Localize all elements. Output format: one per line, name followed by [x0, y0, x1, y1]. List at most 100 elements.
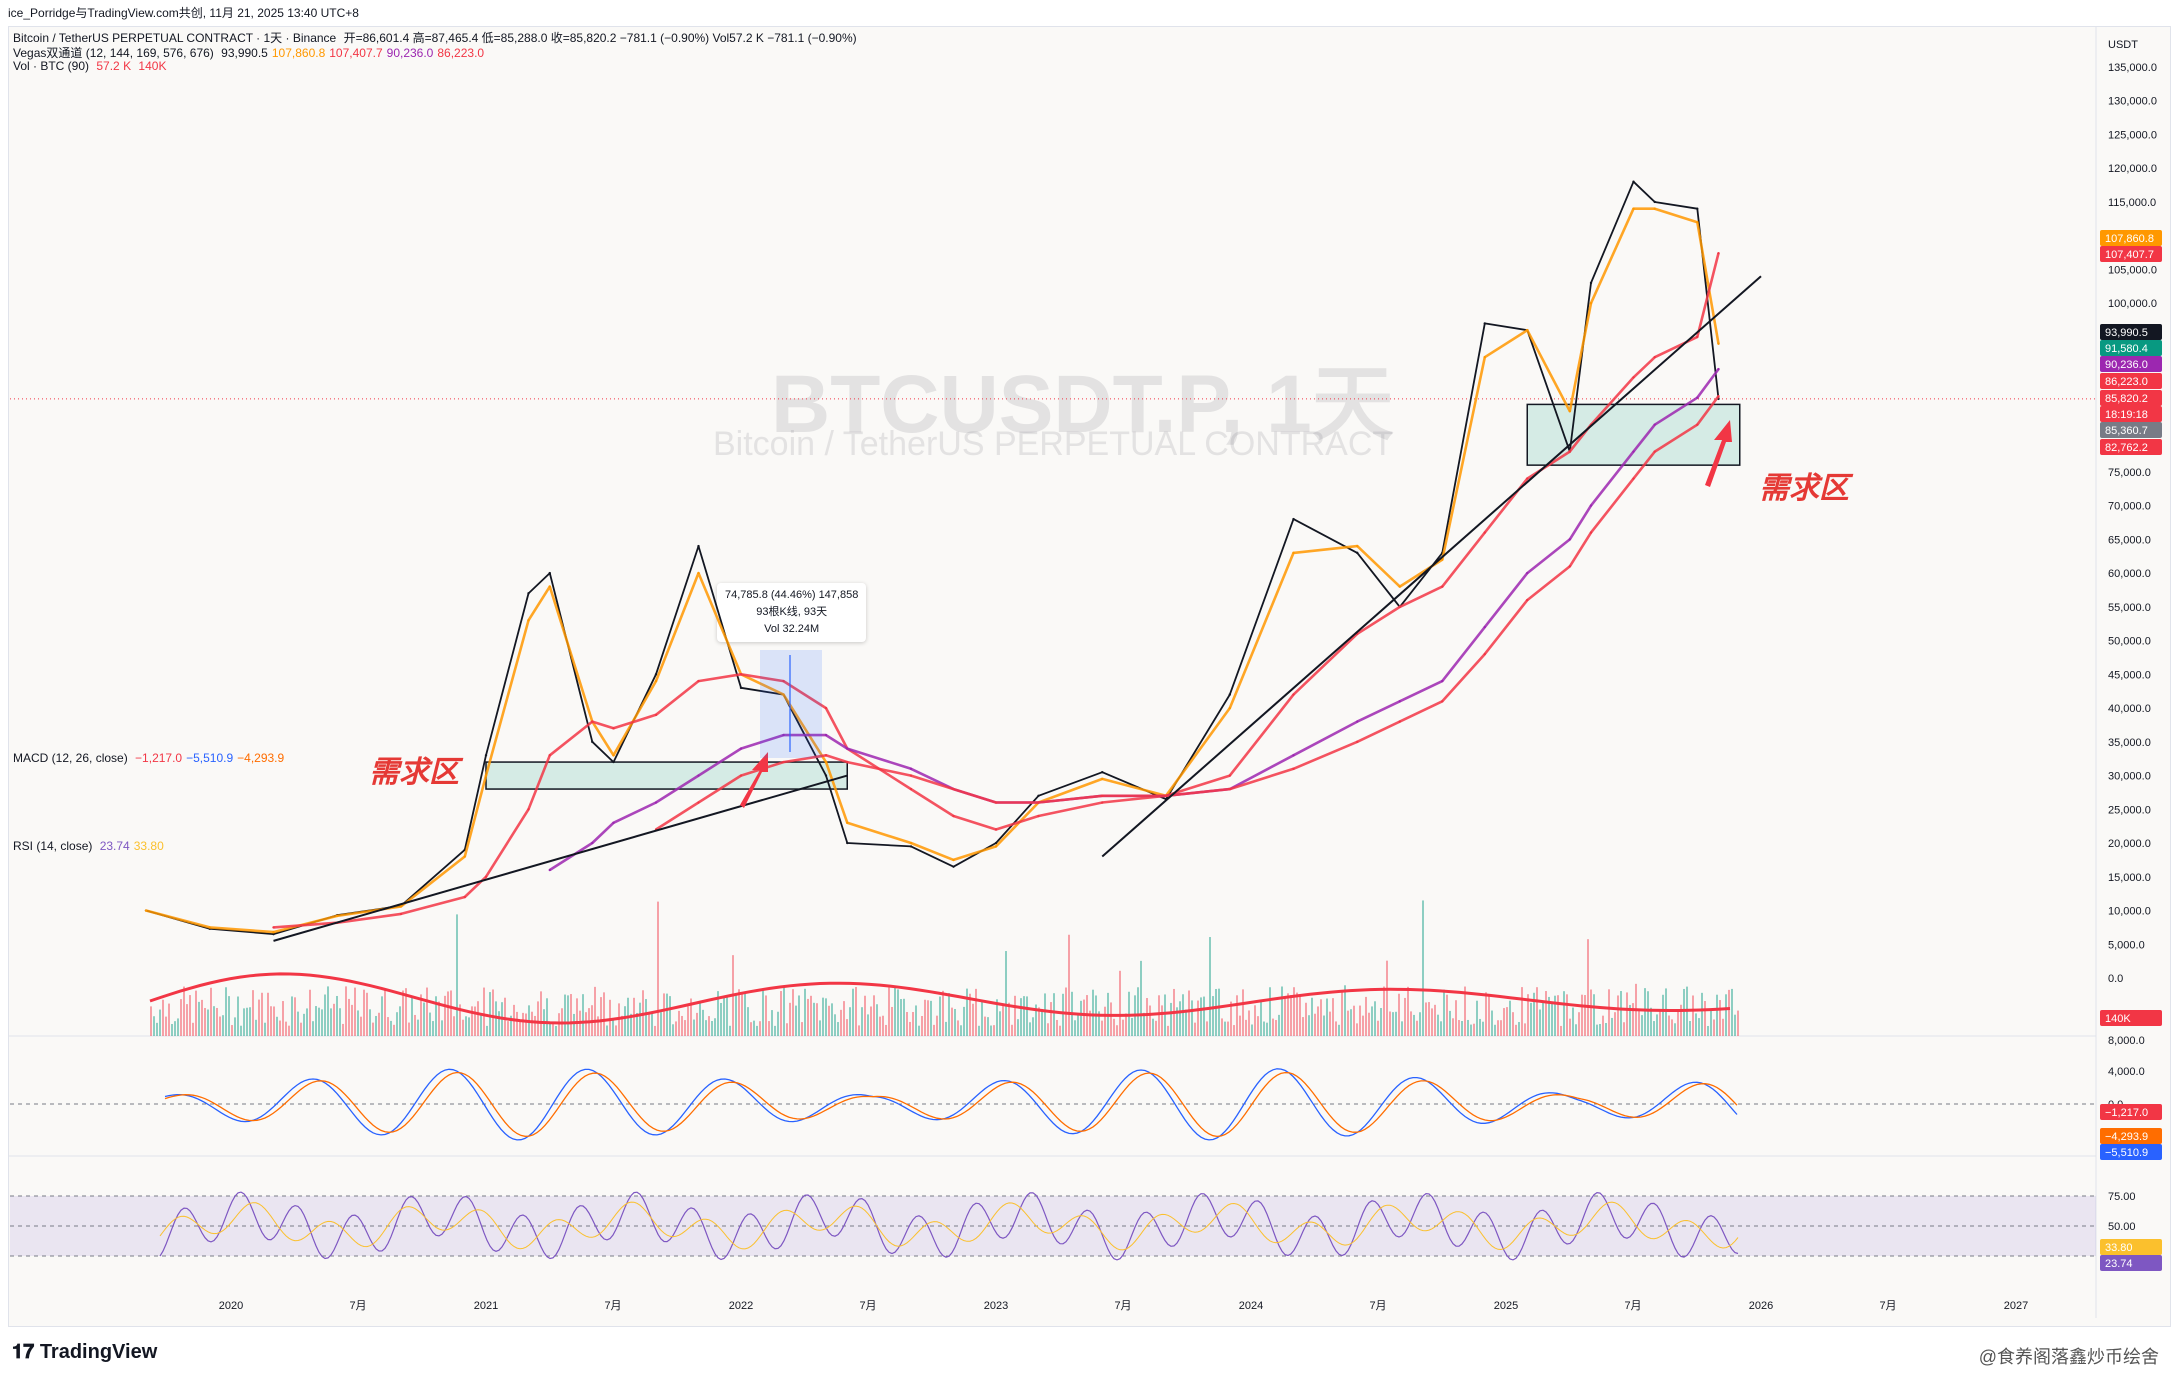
macd-legend[interactable]: MACD (12, 26, close) −1,217.0 −5,510.9 −4,… [13, 751, 292, 765]
volume-bar [1650, 1007, 1652, 1036]
volume-bar [303, 1013, 305, 1036]
main-legend[interactable]: Bitcoin / TetherUS PERPETUAL CONTRACT · … [13, 29, 861, 46]
symbol-label: Bitcoin / TetherUS PERPETUAL CONTRACT · … [13, 31, 337, 45]
volume-bar [657, 901, 659, 1036]
volume-bar [654, 1025, 656, 1036]
volume-bar [390, 1020, 392, 1036]
volume-bar [255, 1019, 257, 1036]
volume-bar [357, 1010, 359, 1036]
volume-bar [504, 997, 506, 1036]
volume-bar [1662, 994, 1664, 1036]
volume-bar [381, 996, 383, 1036]
price-badge-bg [2100, 422, 2162, 438]
chart-frame[interactable]: Bitcoin / TetherUS PERPETUAL CONTRACT · … [8, 26, 2171, 1327]
symbol-watermark: BTCUSDT.P, 1天 [771, 359, 1394, 450]
chart-canvas[interactable]: USDT 135,000.0 130,000.0 125,000.0 120,000.0… [0, 0, 2179, 1335]
series-line-ema-12 [145, 207, 1720, 934]
volume-bar [609, 999, 611, 1036]
price-badge-bg [2100, 324, 2162, 340]
series-point [1632, 207, 1635, 210]
price-badge: 85,820.2 [2105, 393, 2148, 405]
volume-bar [1734, 1014, 1736, 1036]
series-point [1632, 477, 1635, 480]
volume-bar [1482, 1021, 1484, 1036]
volume-bar [1545, 991, 1547, 1036]
volume-bar [1428, 1002, 1430, 1036]
series-line-close [145, 180, 1720, 935]
volume-bar [540, 991, 542, 1036]
volume-bar [492, 989, 494, 1036]
volume-bar [975, 988, 977, 1036]
time-tick-label: 2021 [474, 1300, 498, 1312]
volume-bar [1620, 991, 1622, 1036]
volume-bar [453, 1016, 455, 1036]
volume-bar [360, 1016, 362, 1036]
rsi-value-0: 23.74 [99, 839, 130, 853]
volume-bar [1533, 992, 1535, 1036]
volume-bar [1728, 989, 1730, 1036]
series-point [484, 774, 488, 777]
price-badge: 90,236.0 [2105, 359, 2148, 371]
vegas-value-3: 90,236.0 [386, 46, 434, 60]
series-point [952, 787, 955, 791]
volume-bar [1389, 1011, 1391, 1036]
price-badge: 91,580.4 [2105, 343, 2148, 355]
tradingview-logo[interactable]: 𝟏𝟕 TradingView [12, 1341, 157, 1364]
volume-bar [222, 1015, 224, 1036]
volume-bar [1569, 1018, 1571, 1036]
volume-bar [1179, 1001, 1181, 1036]
volume-bar [1044, 993, 1046, 1036]
demand-zone-label-2[interactable]: 需求区 [1759, 472, 1849, 505]
volume-bar [1704, 1001, 1706, 1036]
volume-bar [990, 1025, 992, 1036]
volume-bar [1140, 960, 1142, 1036]
volume-bar [411, 997, 413, 1036]
volume-bar [1350, 1009, 1352, 1036]
series-line-ema-144 [273, 252, 1720, 929]
volume-bar [1116, 1025, 1118, 1036]
volume-bar [375, 1015, 377, 1036]
series-point [591, 841, 594, 845]
volume-bar [705, 1020, 707, 1036]
volume-bar [1695, 1013, 1697, 1036]
rsi-legend[interactable]: RSI (14, close) 23.74 33.80 [13, 839, 172, 853]
volume-bar [1440, 1021, 1442, 1036]
series-point [1589, 281, 1593, 285]
volume-bar [1338, 1024, 1340, 1036]
volume-bar [1353, 1005, 1355, 1036]
volume-bar [966, 988, 968, 1036]
series-point [1526, 571, 1529, 575]
volume-bar [1272, 1018, 1274, 1036]
volume-bar [1677, 1010, 1679, 1036]
series-point [1696, 335, 1699, 339]
currency-label: USDT [2108, 39, 2138, 51]
volume-bar [1599, 1023, 1601, 1036]
volume-bar [345, 986, 347, 1036]
volume-bar [912, 1011, 914, 1036]
vegas-legend[interactable]: Vegas双通道 (12, 144, 169, 576, 676) 93,990… [13, 44, 492, 61]
volume-bar [1479, 1018, 1481, 1036]
volume-bar [396, 1012, 398, 1036]
series-point [697, 801, 700, 804]
series-point [548, 571, 551, 575]
volume-bar [531, 1011, 533, 1036]
volume-bar [1344, 985, 1346, 1036]
vegas-value-4: 86,223.0 [437, 46, 485, 60]
series-point [591, 740, 594, 744]
vol-legend[interactable]: Vol · BTC (90) 57.2 K 140K [13, 59, 170, 73]
volume-bar [738, 989, 740, 1036]
volume-bar [1050, 1002, 1052, 1036]
series-point [782, 760, 785, 764]
volume-bar [324, 994, 326, 1036]
series-point [1483, 625, 1486, 629]
volume-bar [1251, 1024, 1253, 1036]
volume-bar [366, 992, 368, 1036]
demand-zone-label-1[interactable]: 需求区 [369, 756, 459, 789]
volume-bar [354, 987, 356, 1036]
volume-bar [930, 1000, 932, 1036]
volume-bar [1248, 1010, 1250, 1036]
volume-bar [675, 1021, 677, 1036]
volume-bar [690, 998, 692, 1036]
volume-bar [192, 1022, 194, 1036]
price-tick-label: 65,000.0 [2108, 534, 2151, 546]
